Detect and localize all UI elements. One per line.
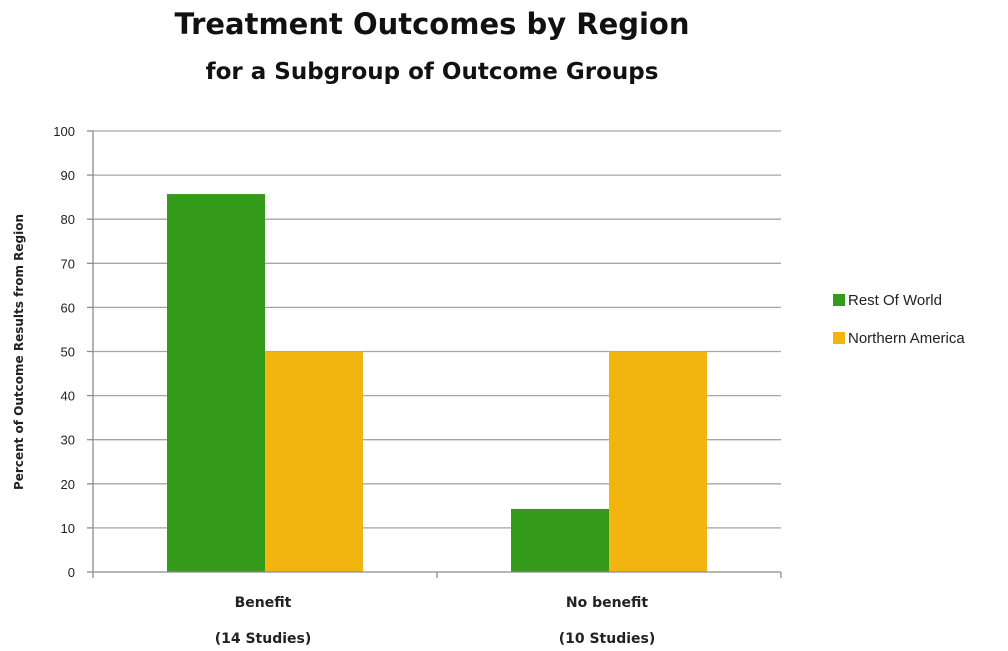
category-label: No benefit bbox=[566, 595, 649, 611]
legend-swatch bbox=[833, 294, 845, 306]
legend-label: Rest Of World bbox=[848, 292, 942, 309]
category-labels: Benefit (14 Studies) No benefit (10 Studies… bbox=[215, 595, 656, 647]
y-tick-label: 90 bbox=[61, 168, 75, 183]
y-tick-labels: 0 10 20 30 40 50 60 70 80 90 100 bbox=[53, 124, 75, 580]
legend-swatch bbox=[833, 332, 845, 344]
y-tick-label: 0 bbox=[68, 565, 75, 580]
axes bbox=[87, 130, 782, 578]
y-tick-label: 60 bbox=[61, 300, 75, 315]
category-label: Benefit bbox=[235, 595, 292, 611]
legend: Rest Of World Northern America bbox=[833, 292, 965, 347]
bar-northern-america bbox=[265, 351, 363, 572]
chart-title: Treatment Outcomes by Region bbox=[174, 7, 689, 41]
y-tick-label: 80 bbox=[61, 212, 75, 227]
y-tick-label: 50 bbox=[61, 345, 75, 360]
category-sublabel: (10 Studies) bbox=[559, 631, 656, 647]
legend-label: Northern America bbox=[848, 330, 965, 347]
bar-rest-of-world bbox=[167, 194, 265, 573]
y-axis-title: Percent of Outcome Results from Region bbox=[12, 214, 26, 490]
y-tick-label: 100 bbox=[53, 124, 75, 139]
y-tick-label: 40 bbox=[61, 389, 75, 404]
bar-rest-of-world bbox=[511, 508, 609, 572]
bars bbox=[167, 194, 707, 573]
chart-subtitle: for a Subgroup of Outcome Groups bbox=[206, 59, 659, 85]
y-tick-label: 20 bbox=[61, 477, 75, 492]
y-tick-label: 70 bbox=[61, 256, 75, 271]
y-tick-label: 30 bbox=[61, 433, 75, 448]
category-sublabel: (14 Studies) bbox=[215, 631, 312, 647]
bar-northern-america bbox=[609, 351, 707, 572]
y-tick-label: 10 bbox=[61, 521, 75, 536]
